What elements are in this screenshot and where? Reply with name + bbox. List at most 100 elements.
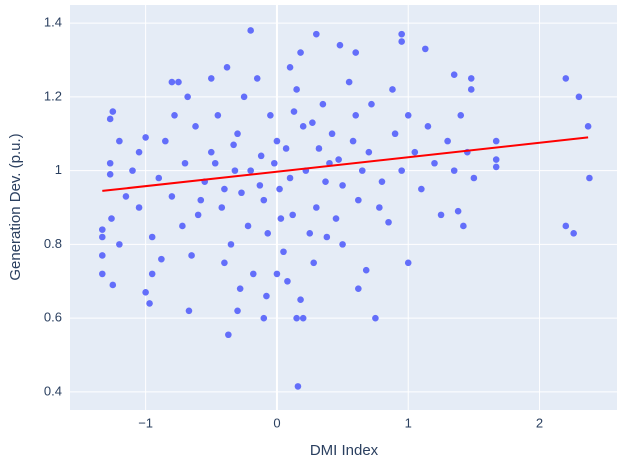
scatter-point xyxy=(106,159,114,167)
scatter-point xyxy=(194,211,202,219)
x-tick-label: 1 xyxy=(405,415,412,430)
scatter-point xyxy=(349,137,357,145)
scatter-point xyxy=(297,296,304,304)
scatter-point xyxy=(260,314,268,322)
scatter-point xyxy=(273,137,281,145)
scatter-point xyxy=(398,38,405,45)
scatter-point xyxy=(146,300,153,307)
scatter-point xyxy=(424,123,432,130)
scatter-point xyxy=(492,137,500,145)
scatter-point xyxy=(207,75,215,82)
x-tick-label: 0 xyxy=(273,415,280,430)
scatter-point xyxy=(214,111,222,119)
scatter-point xyxy=(207,148,215,156)
scatter-point xyxy=(236,285,244,292)
scatter-point xyxy=(234,307,241,315)
y-tick-label: 1 xyxy=(55,162,62,177)
scatter-point xyxy=(290,108,298,115)
y-axis-title: Generation Dev. (p.u.) xyxy=(7,133,24,280)
scatter-point xyxy=(168,78,176,86)
scatter-point xyxy=(253,75,261,82)
scatter-point xyxy=(142,289,149,296)
scatter-point xyxy=(238,189,245,197)
scatter-point xyxy=(223,64,231,71)
scatter-point xyxy=(492,163,500,171)
x-tick-label: −1 xyxy=(138,415,153,430)
scatter-point xyxy=(322,178,329,185)
scatter-point xyxy=(319,100,327,108)
scatter-point xyxy=(175,78,182,86)
scatter-point xyxy=(211,159,219,167)
scatter-point xyxy=(179,222,186,230)
scatter-point xyxy=(352,111,360,119)
trend-line xyxy=(102,136,589,192)
scatter-point xyxy=(282,145,290,152)
scatter-point xyxy=(313,30,320,38)
y-tick-label: 1.2 xyxy=(44,88,62,103)
scatter-point xyxy=(404,111,412,119)
scatter-point xyxy=(264,230,272,237)
scatter-point xyxy=(391,130,399,138)
scatter-point xyxy=(372,314,379,322)
scatter-point xyxy=(376,204,383,211)
scatter-point xyxy=(218,204,226,211)
scatter-point xyxy=(286,174,294,182)
scatter-point xyxy=(197,196,205,204)
scatter-point xyxy=(404,259,412,267)
scatter-point xyxy=(276,185,283,193)
scatter-point xyxy=(271,159,278,167)
scatter-point xyxy=(148,233,156,241)
scatter-point xyxy=(293,86,300,93)
scatter-point xyxy=(227,241,235,248)
scatter-point xyxy=(247,27,254,34)
scatter-point xyxy=(294,383,302,390)
scatter-point xyxy=(184,93,191,101)
scatter-point xyxy=(293,314,300,322)
scatter-point xyxy=(221,185,228,193)
scatter-point xyxy=(244,222,252,230)
scatter-point xyxy=(444,137,451,145)
scatter-point xyxy=(109,281,117,289)
scatter-point xyxy=(297,49,304,56)
scatter-point xyxy=(460,222,467,230)
scatter-point xyxy=(280,248,287,256)
scatter-point xyxy=(323,233,331,241)
y-tick-label: 1.4 xyxy=(44,15,62,30)
scatter-point xyxy=(135,204,143,211)
scatter-point xyxy=(339,182,346,189)
scatter-point xyxy=(362,266,370,274)
scatter-point xyxy=(286,64,294,71)
scatter-point xyxy=(437,211,445,219)
scatter-point xyxy=(385,218,392,226)
scatter-point xyxy=(586,174,593,182)
scatter-point xyxy=(492,156,500,163)
scatter-point xyxy=(289,211,296,219)
scatter-point xyxy=(158,255,165,263)
scatter-point xyxy=(188,252,195,259)
scatter-point xyxy=(299,314,307,322)
scatter-point xyxy=(310,259,317,267)
plot-area xyxy=(70,5,617,410)
scatter-point xyxy=(470,174,478,182)
scatter-point xyxy=(378,178,386,185)
scatter-point xyxy=(352,49,360,56)
scatter-point xyxy=(457,111,465,119)
scatter-point xyxy=(256,182,264,189)
scatter-point xyxy=(221,259,228,267)
scatter-point xyxy=(263,292,270,300)
scatter-point xyxy=(570,230,577,237)
scatter-point xyxy=(450,167,458,174)
scatter-point xyxy=(365,148,373,156)
scatter-point xyxy=(315,145,323,152)
scatter-point xyxy=(309,119,316,126)
scatter-point xyxy=(398,167,405,174)
scatter-point xyxy=(108,215,115,222)
scatter-point xyxy=(249,270,257,278)
scatter-point xyxy=(306,230,314,237)
scatter-point xyxy=(299,123,307,130)
scatter-point xyxy=(155,174,163,182)
scatter-point xyxy=(247,167,254,174)
scatter-point xyxy=(267,111,274,119)
scatter-point xyxy=(99,226,106,233)
scatter-point xyxy=(335,156,342,163)
